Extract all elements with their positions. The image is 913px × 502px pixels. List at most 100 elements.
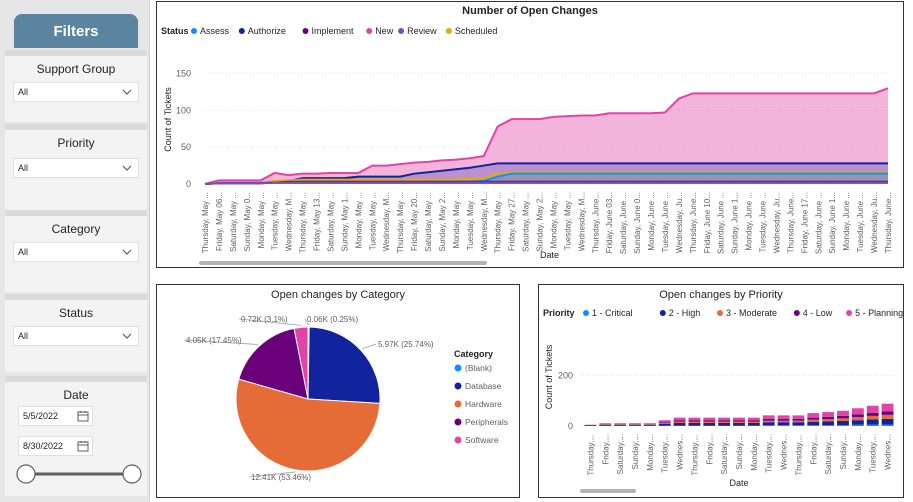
bar-segment[interactable]	[688, 417, 701, 421]
bar-segment[interactable]	[881, 403, 894, 412]
bar-segment[interactable]	[614, 423, 627, 425]
bar-segment[interactable]	[733, 417, 745, 421]
bar-segment[interactable]	[614, 424, 627, 426]
bar-segment[interactable]	[673, 425, 686, 426]
bar-segment[interactable]	[881, 414, 894, 419]
bar-segment[interactable]	[629, 423, 641, 425]
bar-segment[interactable]	[703, 420, 716, 422]
bar-segment[interactable]	[747, 422, 760, 426]
date-range-slider[interactable]	[13, 462, 145, 486]
legend-item[interactable]: 4 - Low	[803, 308, 833, 318]
bar-segment[interactable]	[733, 420, 745, 422]
bar-segment[interactable]	[747, 425, 760, 426]
slider-start-handle[interactable]	[16, 464, 36, 484]
bar-segment[interactable]	[599, 423, 612, 425]
bar-segment[interactable]	[718, 421, 731, 423]
calendar-icon[interactable]	[77, 440, 89, 452]
bar-segment[interactable]	[851, 420, 864, 425]
bar-segment[interactable]	[807, 417, 820, 420]
bar-segment[interactable]	[881, 424, 894, 426]
bar-segment[interactable]	[629, 424, 641, 425]
bar-segment[interactable]	[851, 408, 864, 415]
bar-segment[interactable]	[643, 423, 656, 424]
bar-segment[interactable]	[777, 415, 790, 419]
bar-segment[interactable]	[673, 420, 686, 422]
bar-segment[interactable]	[673, 417, 686, 421]
bar-segment[interactable]	[673, 421, 686, 423]
bar-segment[interactable]	[658, 422, 671, 424]
bar-segment[interactable]	[762, 422, 775, 426]
bar-segment[interactable]	[792, 420, 805, 423]
legend-item[interactable]: Peripherals	[465, 417, 508, 427]
bar-segment[interactable]	[792, 418, 805, 421]
bar-segment[interactable]	[866, 412, 879, 416]
legend-item[interactable]: Review	[407, 26, 437, 36]
bar-segment[interactable]	[837, 410, 849, 416]
bar-segment[interactable]	[688, 421, 701, 423]
legend-item[interactable]: 2 - High	[669, 308, 701, 318]
bar-segment[interactable]	[762, 420, 775, 423]
pie-slice-software[interactable]	[293, 326, 309, 400]
bar-segment[interactable]	[851, 417, 864, 421]
bar-segment[interactable]	[762, 425, 775, 426]
bar-segment[interactable]	[762, 415, 775, 419]
legend-item[interactable]: 5 - Planning	[855, 308, 903, 318]
bar-segment[interactable]	[777, 418, 790, 421]
status-dropdown[interactable]: All	[13, 326, 139, 346]
bar-segment[interactable]	[703, 417, 716, 421]
bar-segment[interactable]	[599, 424, 612, 425]
bar-segment[interactable]	[762, 418, 775, 421]
pie-slice-database[interactable]	[307, 326, 381, 404]
bar-segment[interactable]	[807, 413, 820, 418]
bar-segment[interactable]	[881, 418, 894, 425]
bar-segment[interactable]	[807, 425, 820, 426]
bar-segment[interactable]	[792, 415, 805, 419]
legend-item[interactable]: New	[375, 26, 394, 36]
bar-segment[interactable]	[792, 425, 805, 426]
bar-segment[interactable]	[643, 424, 656, 426]
slider-end-handle[interactable]	[122, 464, 142, 484]
legend-item[interactable]: 1 - Critical	[592, 308, 633, 318]
bar-segment[interactable]	[866, 415, 879, 420]
bar-segment[interactable]	[599, 423, 612, 424]
legend-item[interactable]: Software	[465, 435, 499, 445]
bar-segment[interactable]	[733, 425, 745, 426]
legend-item[interactable]: Authorize	[248, 26, 286, 36]
bar-segment[interactable]	[614, 423, 627, 424]
bar-segment[interactable]	[822, 424, 835, 426]
bar-segment[interactable]	[703, 425, 716, 426]
bar-segment[interactable]	[866, 405, 879, 413]
priority-dropdown[interactable]: All	[13, 158, 139, 178]
bar-segment[interactable]	[777, 422, 790, 426]
horizontal-scrollbar[interactable]	[199, 261, 487, 265]
bar-segment[interactable]	[866, 424, 879, 426]
end-date-input[interactable]: 8/30/2022	[18, 436, 93, 456]
bar-segment[interactable]	[614, 424, 627, 425]
bar-segment[interactable]	[807, 421, 820, 426]
bar-segment[interactable]	[584, 425, 597, 426]
bar-segment[interactable]	[703, 422, 716, 426]
bar-segment[interactable]	[851, 414, 864, 418]
pie-slice-hardware[interactable]	[235, 378, 381, 472]
bar-segment[interactable]	[688, 420, 701, 422]
support-group-dropdown[interactable]: All	[13, 82, 139, 102]
bar-segment[interactable]	[807, 419, 820, 422]
bar-segment[interactable]	[673, 422, 686, 426]
bar-segment[interactable]	[837, 420, 849, 425]
bar-segment[interactable]	[688, 422, 701, 426]
legend-item[interactable]: Database	[465, 381, 502, 391]
bar-segment[interactable]	[718, 425, 731, 426]
bar-segment[interactable]	[658, 420, 671, 422]
calendar-icon[interactable]	[77, 410, 89, 422]
bar-segment[interactable]	[658, 421, 671, 423]
legend-item[interactable]: Implement	[312, 26, 355, 36]
bar-segment[interactable]	[822, 412, 835, 417]
bar-segment[interactable]	[837, 424, 849, 426]
horizontal-scrollbar[interactable]	[580, 489, 636, 493]
bar-segment[interactable]	[643, 423, 656, 425]
bar-segment[interactable]	[881, 411, 894, 415]
legend-item[interactable]: 3 - Moderate	[726, 308, 777, 318]
bar-segment[interactable]	[733, 421, 745, 423]
bar-segment[interactable]	[747, 420, 760, 422]
bar-segment[interactable]	[747, 417, 760, 421]
